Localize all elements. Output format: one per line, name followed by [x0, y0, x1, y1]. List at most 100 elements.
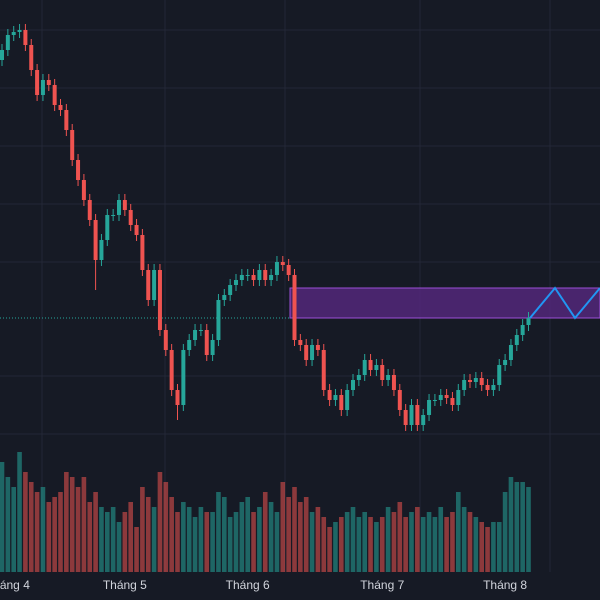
candle-body [239, 275, 244, 280]
candle-body [64, 110, 69, 130]
volume-bar [520, 482, 525, 572]
zone-rectangle [289, 287, 600, 319]
volume-bar [34, 492, 40, 572]
candle-body [403, 410, 408, 425]
volume-bar [292, 487, 297, 572]
candle-body [228, 285, 233, 295]
candle-body [462, 380, 467, 390]
marks [0, 24, 531, 572]
volume-bar [456, 492, 461, 572]
volume-bar [222, 497, 227, 572]
candle-body [111, 215, 116, 216]
candle-body [210, 340, 215, 355]
candle-body [46, 80, 51, 85]
candle-body [181, 350, 186, 405]
candle-body [391, 375, 396, 390]
volume-bar [385, 507, 391, 572]
candle-body [169, 350, 174, 390]
candle-body [87, 200, 92, 220]
candle-body [298, 340, 303, 345]
volume-bar [339, 517, 344, 572]
candle-body [52, 85, 57, 105]
volume-bar [473, 517, 479, 572]
candle-body [292, 275, 297, 340]
volume-bar [333, 522, 338, 572]
candle-body [29, 45, 34, 70]
candle-body [17, 30, 22, 32]
candle-body [508, 345, 513, 360]
candle-body [280, 262, 285, 265]
volume-bar [210, 512, 215, 572]
candle-body [333, 395, 338, 400]
candle-body [345, 390, 350, 410]
volume-bar [502, 492, 508, 572]
candle-body [473, 378, 478, 382]
volume-bar [157, 472, 163, 572]
candle-body [497, 365, 502, 385]
volume-bar [286, 497, 291, 572]
candle-body [204, 330, 209, 355]
candle-body [444, 395, 449, 398]
candle-body [76, 160, 81, 180]
candle-body [274, 262, 279, 275]
volume-bar [81, 477, 87, 572]
volume-bar [11, 487, 16, 572]
volume-bar [58, 492, 63, 572]
volume-bar [128, 502, 133, 572]
volume-bar [140, 487, 145, 572]
candle-body [362, 360, 367, 375]
candle-body [134, 225, 139, 235]
candle-body [409, 405, 414, 425]
candle-body [321, 350, 326, 390]
volume-bar [186, 507, 192, 572]
candle-body [193, 330, 198, 340]
candle-body [175, 390, 180, 405]
candle-body [152, 270, 157, 300]
volume-bar [151, 507, 157, 572]
candle-body [11, 32, 16, 35]
volume-bar [134, 527, 139, 572]
volume-bar [368, 517, 373, 572]
candle-body [163, 330, 168, 350]
candle-body [468, 380, 472, 382]
volume-bar [379, 517, 385, 572]
candle-body [503, 360, 508, 365]
volume-bar [274, 512, 280, 572]
volume-bar [40, 487, 46, 572]
candle-body [58, 105, 63, 110]
candle-body [315, 345, 320, 350]
volume-bar [432, 517, 438, 572]
volume-bar [0, 462, 5, 572]
candle-body [432, 400, 437, 401]
projection-path [529, 286, 600, 320]
candle-body [5, 35, 10, 50]
candle-body [198, 330, 203, 331]
volume-bar [87, 502, 93, 572]
volume-bar [75, 487, 81, 572]
candle-body [35, 70, 40, 95]
volume-bar [262, 492, 268, 572]
candle-body [222, 295, 227, 300]
volume-bar [28, 482, 34, 572]
volume-bar [145, 497, 151, 572]
volume-bar [52, 497, 57, 572]
volume-bar [181, 502, 186, 572]
volume-bar [491, 522, 496, 572]
candle-body [456, 390, 461, 405]
candle-body [286, 265, 291, 275]
volume-bar [122, 512, 128, 572]
x-tick-label: Tháng 5 [103, 578, 147, 592]
candle-body [23, 30, 28, 45]
volume-bar [508, 477, 514, 572]
volume-bar [198, 507, 204, 572]
candle-body [304, 345, 309, 360]
candle-body [415, 405, 420, 425]
candle-body [216, 300, 221, 340]
candle-body [99, 240, 104, 260]
volume-bar [280, 482, 286, 572]
volume-bar [403, 517, 408, 572]
candle-body [479, 378, 484, 385]
volume-bar [485, 527, 490, 572]
volume-bar [233, 512, 239, 572]
